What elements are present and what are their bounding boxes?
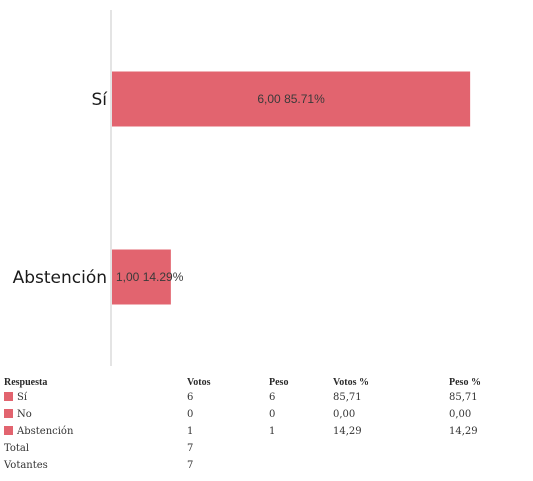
peso-cell: 6 [269, 392, 276, 403]
legend-swatch [4, 426, 13, 435]
votos-cell: 1 [187, 426, 194, 437]
row-label: No [17, 409, 32, 420]
row-label-cell: No [4, 406, 187, 423]
votos-pct-cell: 14,29 [333, 426, 362, 437]
legend-swatch [4, 409, 13, 418]
bar-2 [112, 249, 171, 305]
header-votos: Votos [187, 377, 211, 388]
table-row: No 0 0 0,00 0,00 [4, 406, 524, 423]
table-header-row: Respuesta Votos Peso Votos % Peso % [4, 376, 524, 389]
votos-cell: 0 [187, 409, 194, 420]
bar-chart: Sí 6,00 85.71% Abstención 1,00 14.29% [13, 10, 471, 366]
peso-pct-cell: 14,29 [449, 426, 478, 437]
header-respuesta: Respuesta [4, 377, 48, 388]
votos-pct-cell: 85,71 [333, 392, 362, 403]
peso-cell: 0 [269, 409, 276, 420]
table-row: Abstención 1 1 14,29 14,29 [4, 423, 524, 440]
votantes-row: Votantes 7 [4, 457, 524, 474]
votos-cell: 6 [187, 392, 194, 403]
total-row: Total 7 [4, 440, 524, 457]
row-label: Abstención [17, 426, 74, 437]
peso-pct-cell: 85,71 [449, 392, 478, 403]
votantes-label: Votantes [4, 460, 48, 471]
peso-cell: 1 [269, 426, 276, 437]
category-label: Sí [91, 90, 108, 110]
peso-pct-cell: 0,00 [449, 409, 472, 420]
data-label: 1,00 14.29% [116, 270, 184, 284]
header-peso-pct: Peso % [449, 377, 481, 388]
row-label-cell: Sí [4, 389, 187, 406]
legend-swatch [4, 392, 13, 401]
votantes-value: 7 [187, 460, 194, 471]
total-value: 7 [187, 443, 194, 454]
header-votos-pct: Votos % [333, 377, 370, 388]
row-label: Sí [17, 392, 28, 403]
table-row: Sí 6 6 85,71 85,71 [4, 389, 524, 406]
header-peso: Peso [269, 377, 289, 388]
data-label: 6,00 85.71% [257, 92, 325, 106]
category-label: Abstención [13, 268, 107, 288]
bar-1 [112, 71, 471, 127]
votos-pct-cell: 0,00 [333, 409, 356, 420]
row-label-cell: Abstención [4, 423, 187, 440]
total-label: Total [4, 443, 30, 454]
results-table: Respuesta Votos Peso Votos % Peso % Sí 6… [4, 376, 524, 474]
